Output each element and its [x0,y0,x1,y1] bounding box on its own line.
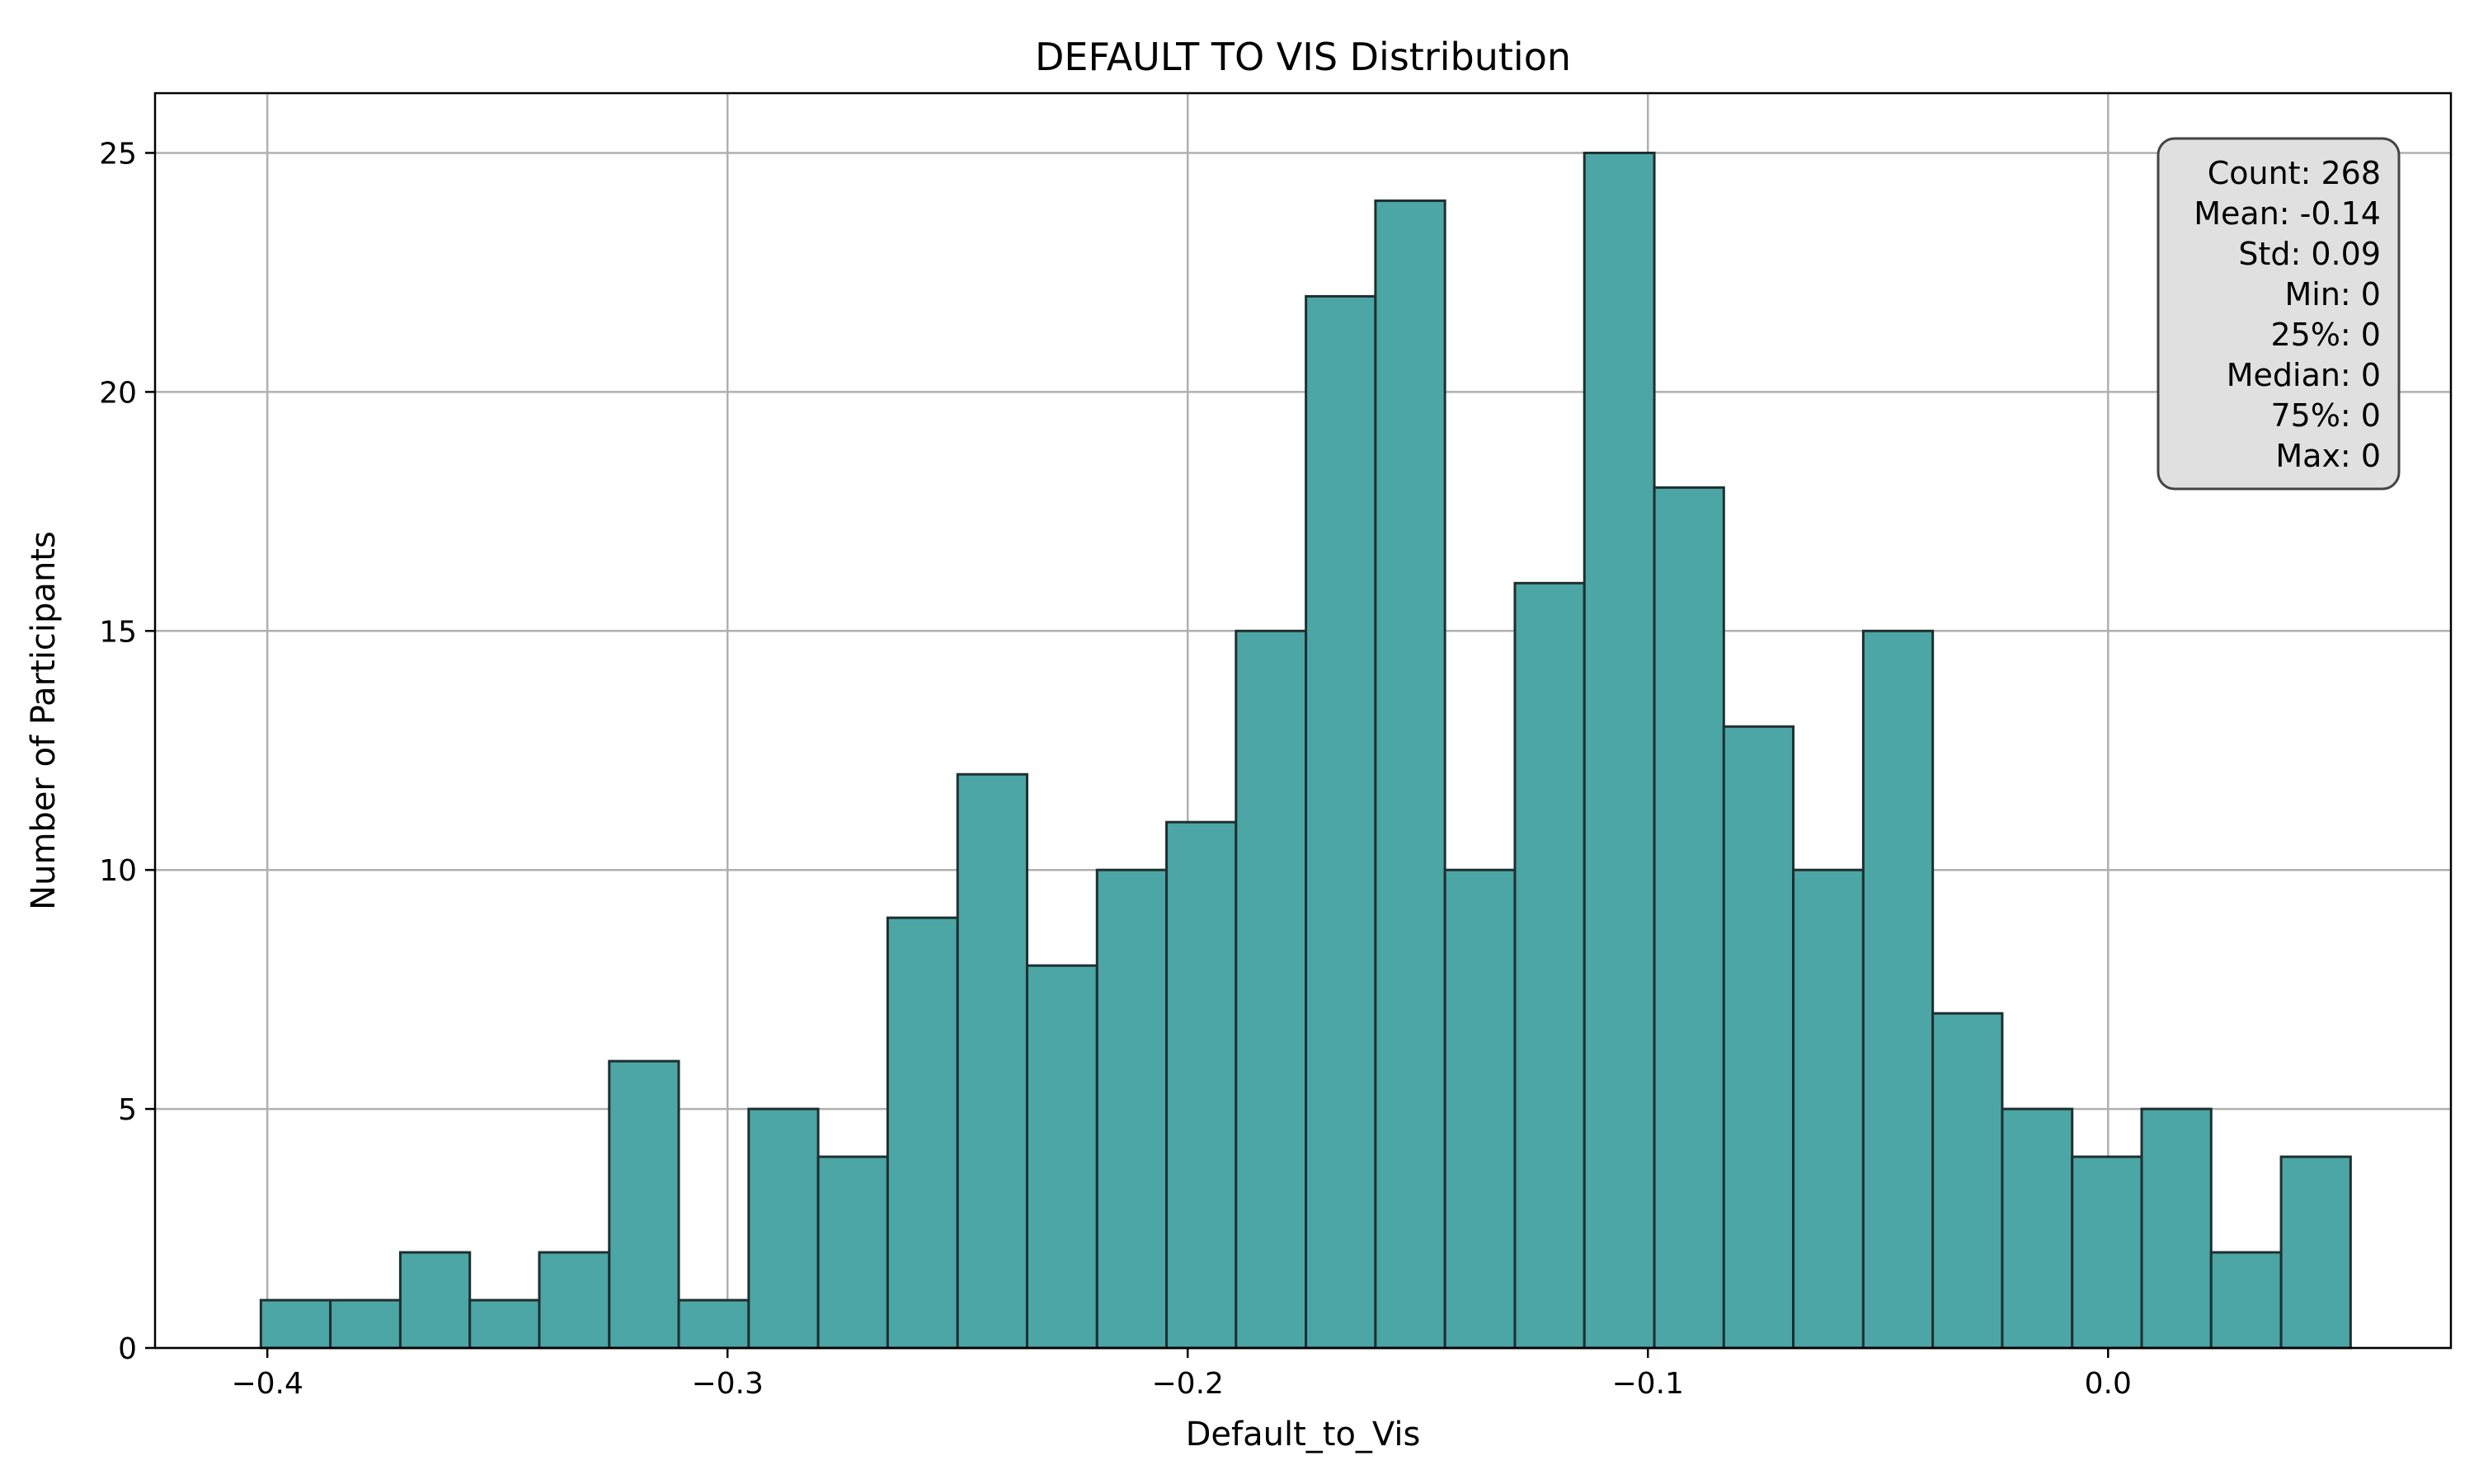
y-tick-label: 25 [99,137,137,171]
stats-line: Min: 0 [2285,276,2382,312]
stats-line: Std: 0.09 [2238,236,2381,272]
axis-ticks: −0.4 −0.3 −0.2 −0.1 0.0 0 5 10 15 20 25 [99,137,2132,1401]
stats-line: Count: 268 [2208,155,2381,191]
plot-frame [153,92,2453,1350]
stats-line: 25%: 0 [2270,317,2381,353]
histogram-bar [2209,1251,2283,1350]
x-tick-label: −0.3 [691,1367,763,1401]
histogram-bar [398,1251,472,1350]
x-tick-label: −0.4 [231,1367,303,1401]
histogram-bar [1165,820,1238,1350]
y-tick-label: 0 [118,1332,137,1366]
histogram-bar [1443,868,1517,1350]
histogram-bar [1095,868,1169,1350]
histogram-bar [1235,629,1308,1350]
histogram-bar [677,1298,750,1350]
histogram-bar [1305,294,1377,1350]
x-tick-label: 0.0 [2085,1367,2132,1401]
histogram-bar [2001,1107,2074,1350]
x-axis-title: Default_to_Vis [1186,1416,1421,1453]
y-tick-label: 10 [99,854,137,888]
x-tick-label: −0.1 [1612,1367,1684,1401]
stats-line: 75%: 0 [2270,397,2381,434]
stats-box: Count: 268 Mean: -0.14 Std: 0.09 Min: 0 25%:… [2157,137,2401,491]
histogram-bar [1861,629,1935,1350]
stats-box-background [2157,137,2401,491]
stats-line: Max: 0 [2275,438,2381,474]
histogram-bar [747,1107,820,1350]
histogram-bar [816,1155,889,1350]
histogram-bar [468,1298,541,1350]
histogram-bar [2279,1155,2352,1350]
x-tick-label: −0.2 [1152,1367,1224,1401]
histogram-bar [538,1251,611,1350]
chart-title: DEFAULT TO VIS Distribution [1035,35,1571,79]
histogram-bar [329,1298,402,1350]
histogram-bar [2071,1155,2143,1350]
histogram-bar [608,1059,680,1350]
histogram-bar [2140,1107,2213,1350]
stats-line: Median: 0 [2227,357,2381,393]
histogram-bar [1792,868,1865,1350]
histogram-bar [1025,964,1098,1350]
y-tick-label: 5 [118,1093,137,1127]
histogram-bar [1653,486,1725,1350]
histogram-bar [1931,1012,2004,1350]
histogram-bar [1513,581,1586,1350]
histogram-bar [259,1298,332,1350]
histogram-bars [259,151,2352,1350]
histogram-bar [886,916,959,1350]
y-tick-label: 15 [99,615,137,649]
histogram-bar [1374,199,1446,1350]
histogram-bar [956,773,1028,1350]
stats-line: Mean: -0.14 [2194,195,2381,232]
y-tick-label: 20 [99,376,137,410]
histogram-bar [1722,725,1795,1350]
y-axis-title: Number of Participants [25,531,63,910]
histogram-bar [1583,151,1656,1350]
